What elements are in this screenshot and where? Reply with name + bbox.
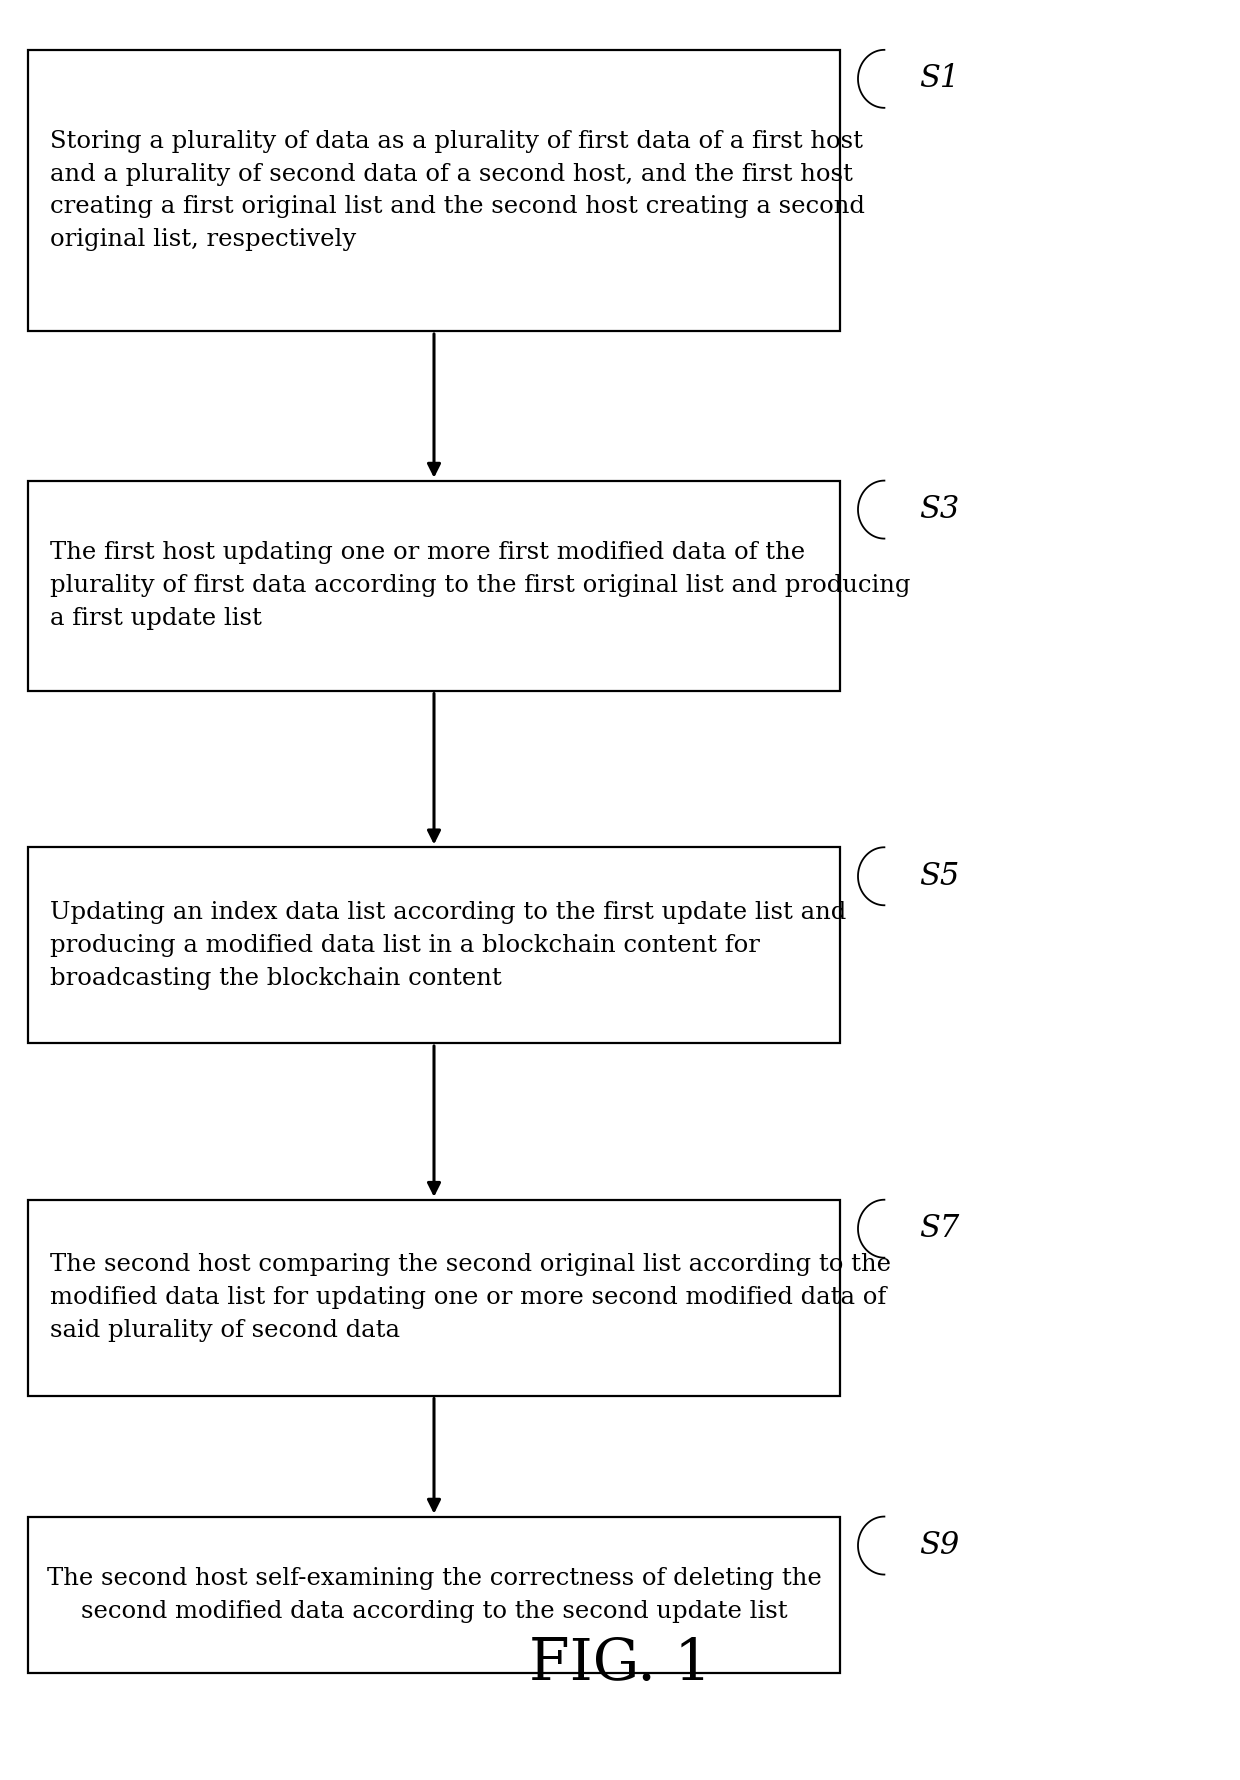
Bar — [29, 50, 839, 331]
Text: Storing a plurality of data as a plurality of first data of a first host
and a p: Storing a plurality of data as a plurali… — [50, 130, 864, 251]
Text: S1: S1 — [919, 64, 959, 94]
Text: S7: S7 — [919, 1214, 959, 1244]
Text: S5: S5 — [919, 862, 959, 892]
Text: The first host updating one or more first modified data of the
plurality of firs: The first host updating one or more firs… — [50, 541, 910, 630]
Text: S9: S9 — [919, 1531, 959, 1561]
Text: The second host self-examining the correctness of deleting the
second modified d: The second host self-examining the corre… — [47, 1566, 821, 1623]
Bar — [29, 1200, 839, 1396]
Text: The second host comparing the second original list according to the
modified dat: The second host comparing the second ori… — [50, 1253, 892, 1342]
Bar — [29, 1517, 839, 1673]
Text: Updating an index data list according to the first update list and
producing a m: Updating an index data list according to… — [50, 901, 846, 990]
Text: S3: S3 — [919, 495, 959, 525]
Bar — [29, 847, 839, 1043]
Text: FIG. 1: FIG. 1 — [528, 1636, 712, 1693]
Bar — [29, 481, 839, 691]
